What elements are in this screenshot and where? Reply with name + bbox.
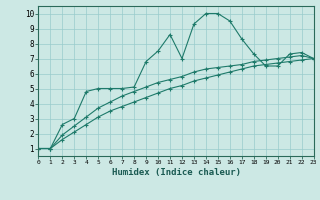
X-axis label: Humidex (Indice chaleur): Humidex (Indice chaleur) bbox=[111, 168, 241, 177]
